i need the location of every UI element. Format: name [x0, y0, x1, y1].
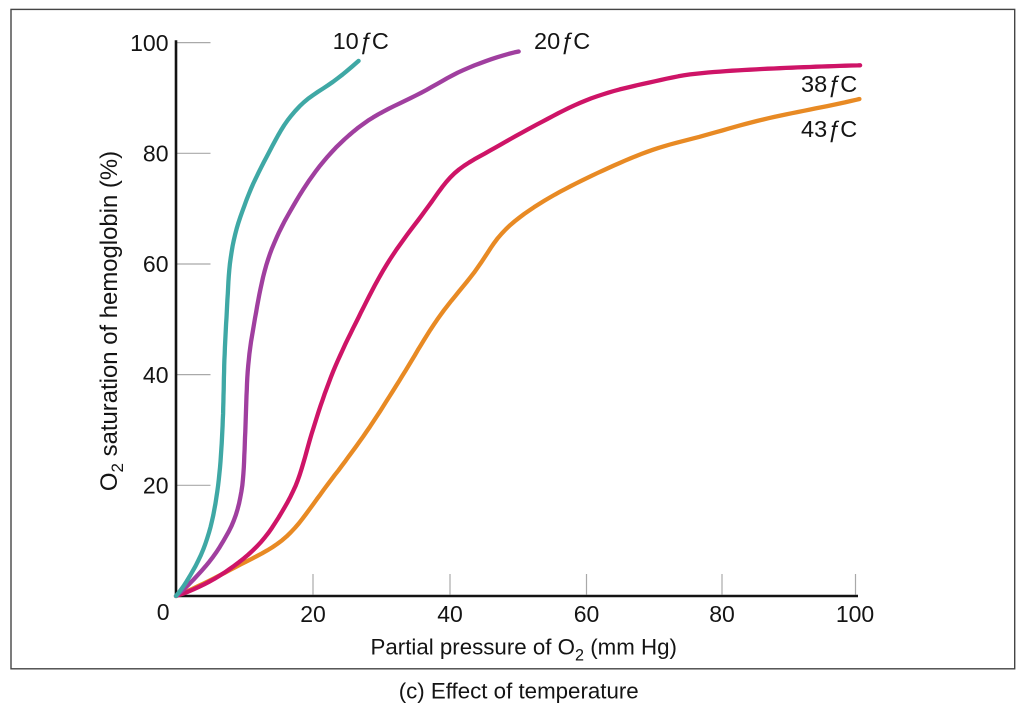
svg-text:80: 80 [709, 601, 735, 627]
svg-text:60: 60 [574, 601, 600, 627]
svg-text:43ƒC: 43ƒC [801, 116, 857, 142]
svg-text:O2 saturation of hemoglobin (%: O2 saturation of hemoglobin (%) [96, 151, 127, 491]
svg-text:80: 80 [143, 141, 169, 167]
svg-text:(c) Effect of temperature: (c) Effect of temperature [399, 679, 639, 704]
svg-text:100: 100 [836, 601, 874, 627]
svg-text:10ƒC: 10ƒC [333, 28, 389, 54]
svg-text:60: 60 [143, 251, 169, 277]
svg-text:Partial pressure of O2 (mm Hg): Partial pressure of O2 (mm Hg) [371, 635, 677, 665]
svg-text:40: 40 [143, 362, 169, 388]
svg-text:40: 40 [437, 601, 463, 627]
svg-text:100: 100 [130, 30, 168, 56]
svg-text:20: 20 [143, 473, 169, 499]
svg-text:20: 20 [300, 601, 326, 627]
svg-text:0: 0 [157, 599, 170, 625]
svg-text:20ƒC: 20ƒC [534, 28, 590, 54]
svg-text:38ƒC: 38ƒC [801, 71, 857, 97]
